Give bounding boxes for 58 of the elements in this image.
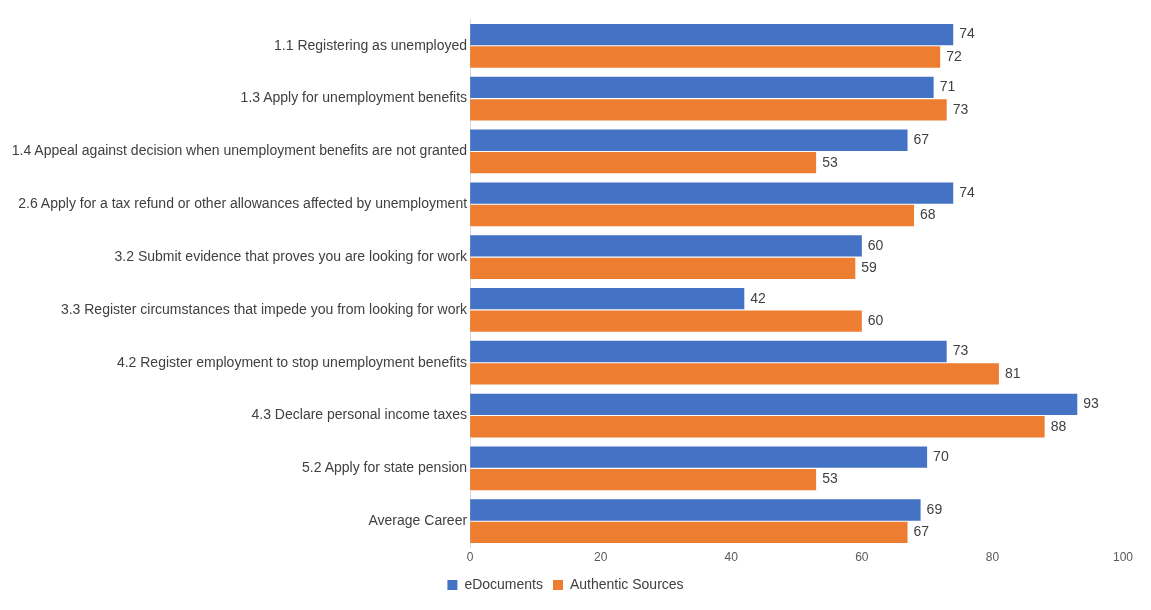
data-label: 74 [959,183,976,200]
y-tick-label: 2.6 Apply for a tax refund or other allowances affected by unemployment [18,195,468,212]
legend-label: eDocuments [464,575,543,592]
x-tick-label: 40 [724,550,739,565]
bar [470,499,921,521]
data-label: 67 [913,131,930,148]
data-label: 67 [913,523,930,540]
x-tick-label: 80 [985,550,1000,565]
bar [470,310,862,332]
y-tick-label: 5.2 Apply for state pension [302,459,468,476]
bar [470,468,817,491]
bar [470,416,1045,438]
data-label: 68 [920,206,936,223]
data-label: 73 [952,100,969,117]
bar [470,204,915,227]
bar [470,76,934,99]
y-tick-label: 3.3 Register circumstances that impede you from looking for work [60,300,469,317]
data-label: 42 [750,289,767,306]
data-label: 60 [867,236,884,253]
x-tick-label: 60 [855,550,869,565]
y-tick-label: 4.3 Declare personal income taxes [251,406,468,423]
data-label: 73 [952,342,969,359]
bar [470,257,856,279]
data-label: 60 [867,311,884,328]
data-label: 88 [1050,417,1067,434]
bar [470,152,817,174]
bar [470,129,908,151]
bar [470,446,928,468]
y-tick-label: 3.2 Submit evidence that proves you are looking for work [114,247,469,264]
x-tick-label: 20 [593,550,608,565]
legend-label: Authentic Sources [569,575,684,592]
data-label: 81 [1004,364,1021,381]
bar [470,99,947,121]
bar [470,340,947,363]
x-tick-label: 100 [1112,550,1134,565]
y-tick-label: 1.4 Appeal against decision when unemployment benefits are not granted [11,142,468,159]
bar [470,393,1078,415]
bar [470,23,954,46]
data-label: 59 [861,259,878,276]
data-label: 53 [822,470,838,487]
y-tick-label: Average Career [368,512,468,529]
bar [470,46,941,68]
data-label: 70 [933,448,949,465]
bar [470,288,745,310]
data-label: 71 [939,78,956,95]
data-label: 53 [822,153,838,170]
data-label: 69 [926,500,943,517]
x-tick-label: 0 [466,550,474,565]
bar [470,521,908,544]
data-label: 93 [1083,395,1100,412]
y-tick-label: 1.1 Registering as unemployed [274,36,468,53]
bar [470,363,999,385]
data-label: 74 [959,25,976,42]
bar [470,182,954,204]
data-label: 72 [946,47,962,64]
bar [470,235,862,257]
y-tick-label: 4.2 Register employment to stop unemployment benefits [116,353,468,370]
y-tick-label: 1.3 Apply for unemployment benefits [240,89,468,106]
